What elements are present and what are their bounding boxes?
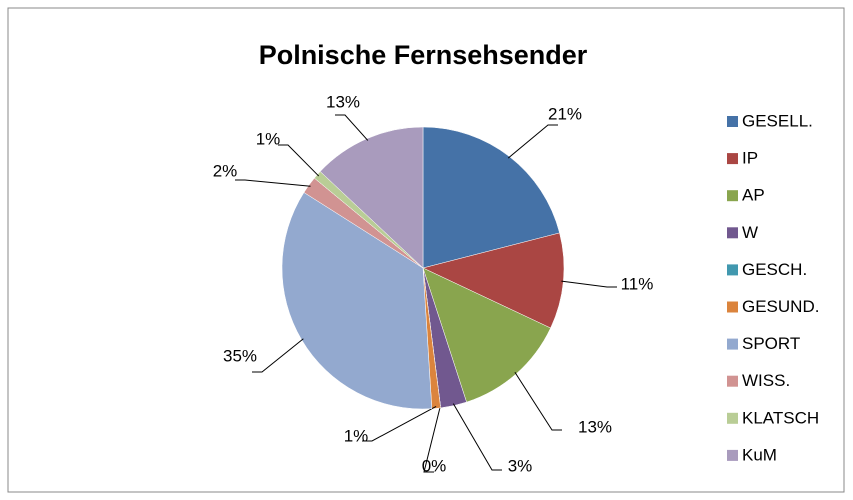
legend-swatch bbox=[727, 264, 738, 276]
data-label: 3% bbox=[508, 456, 533, 475]
legend-label: KuM bbox=[742, 445, 777, 464]
leader-line bbox=[252, 338, 304, 373]
leader-line bbox=[561, 280, 617, 288]
legend-swatch bbox=[727, 190, 738, 202]
data-label: 11% bbox=[621, 274, 654, 293]
legend-label: AP bbox=[742, 186, 765, 205]
data-label: 0% bbox=[422, 456, 447, 475]
legend-label: SPORT bbox=[742, 334, 800, 353]
legend-label: W bbox=[742, 223, 758, 242]
data-label: 1% bbox=[344, 426, 369, 445]
legend-swatch bbox=[727, 153, 738, 165]
legend-swatch bbox=[727, 449, 738, 461]
data-label: 1% bbox=[256, 129, 281, 148]
data-label: 13% bbox=[578, 417, 612, 436]
legend-label: GESUND. bbox=[742, 297, 819, 316]
legend-swatch bbox=[727, 301, 738, 313]
legend-swatch bbox=[727, 338, 738, 350]
leader-line bbox=[335, 114, 369, 141]
legend-swatch bbox=[727, 375, 738, 387]
data-label: 2% bbox=[213, 161, 238, 180]
legend-label: GESCH. bbox=[742, 260, 807, 279]
data-label: 21% bbox=[548, 104, 582, 123]
legend-label: WISS. bbox=[742, 371, 790, 390]
leader-line bbox=[235, 179, 311, 187]
data-label: 35% bbox=[223, 346, 257, 365]
legend-swatch bbox=[727, 227, 738, 239]
leader-line bbox=[452, 403, 502, 471]
legend-label: GESELL. bbox=[742, 111, 813, 130]
leader-line bbox=[362, 405, 437, 442]
chart-title: Polnische Fernsehsender bbox=[259, 40, 588, 70]
leader-line bbox=[514, 371, 562, 431]
data-label: 13% bbox=[326, 92, 360, 111]
pie-slice bbox=[319, 126, 424, 269]
leader-line bbox=[507, 124, 558, 159]
leader-line bbox=[423, 405, 441, 473]
legend-label: KLATSCH bbox=[742, 408, 819, 427]
leader-line bbox=[278, 144, 320, 177]
legend-swatch bbox=[727, 116, 738, 127]
legend-label: IP bbox=[742, 149, 758, 168]
legend-swatch bbox=[727, 412, 738, 424]
